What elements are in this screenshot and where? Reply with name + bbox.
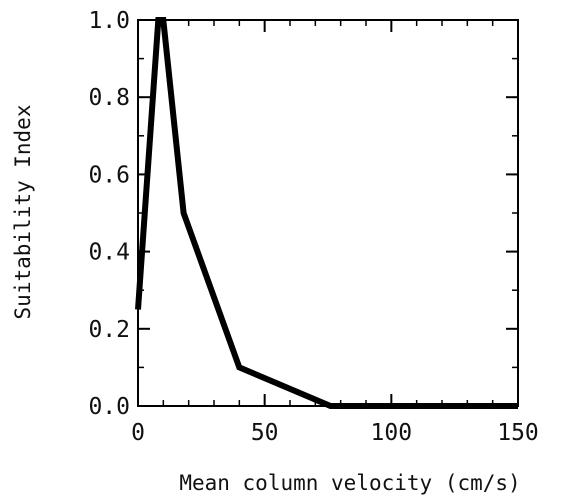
y-tick-label: 0.6 [88, 162, 130, 188]
series-group [135, 17, 518, 409]
y-tick-label: 0.0 [88, 394, 130, 420]
y-tick-label: 0.2 [88, 317, 130, 343]
y-tick-label: 0.8 [88, 85, 130, 111]
x-axis-label: Mean column velocity (cm/s) [179, 471, 520, 495]
plot-frame [137, 19, 519, 407]
x-tick-labels: 0 50 100 150 [131, 420, 539, 446]
x-tick-label: 50 [251, 420, 279, 446]
y-tick-label: 1.0 [88, 8, 130, 34]
major-ticks [137, 19, 519, 407]
series-line-0 [135, 17, 518, 409]
y-tick-labels: 0.0 0.2 0.4 0.6 0.8 1.0 [88, 8, 130, 420]
x-tick-label: 0 [131, 420, 145, 446]
x-tick-label: 100 [371, 420, 413, 446]
y-axis-label: Suitability Index [11, 105, 35, 320]
x-tick-label: 150 [497, 420, 539, 446]
minor-ticks [137, 19, 519, 407]
y-tick-label: 0.4 [88, 240, 130, 266]
